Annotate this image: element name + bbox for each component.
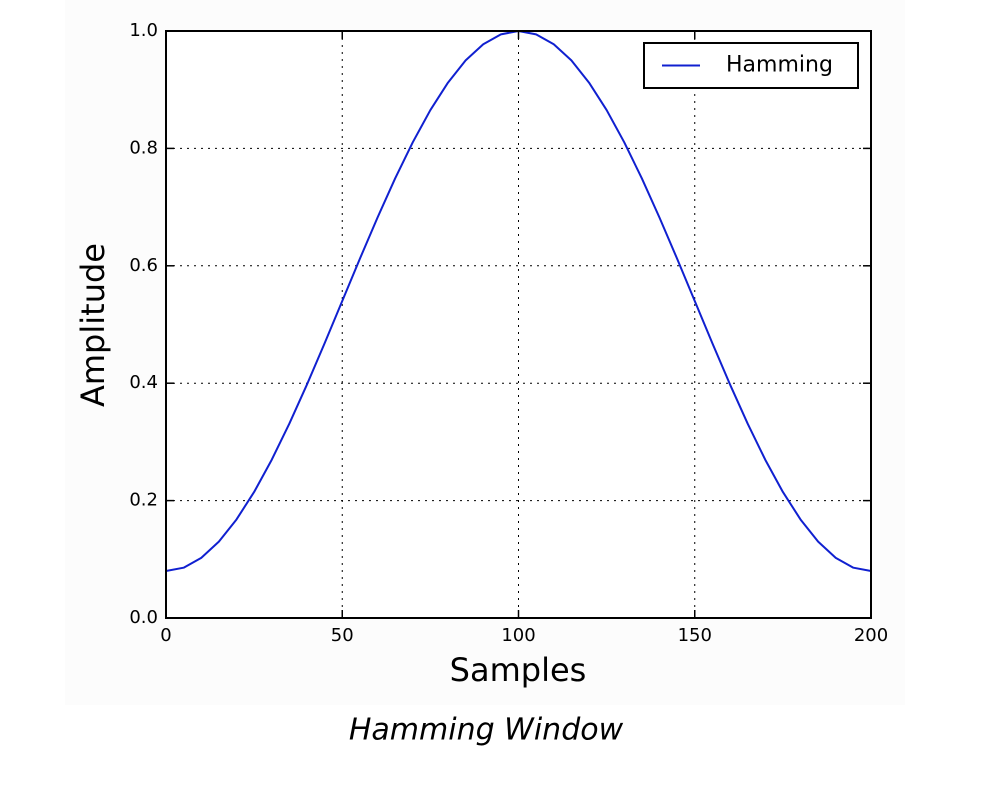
y-tick-label: 0.4 bbox=[129, 372, 158, 393]
plot-area bbox=[166, 31, 871, 618]
caption: Hamming Window bbox=[349, 713, 624, 748]
x-tick-label: 50 bbox=[331, 625, 354, 646]
y-tick-label: 0.2 bbox=[129, 490, 158, 511]
x-tick-label: 0 bbox=[160, 625, 171, 646]
y-tick-label: 1.0 bbox=[129, 20, 158, 41]
x-tick-label: 100 bbox=[501, 625, 535, 646]
x-tick-label: 200 bbox=[854, 625, 888, 646]
y-tick-label: 0.0 bbox=[129, 607, 158, 628]
x-tick-label: 150 bbox=[678, 625, 712, 646]
y-tick-label: 0.8 bbox=[129, 137, 158, 158]
y-axis-label: Amplitude bbox=[74, 243, 112, 407]
legend-label: Hamming bbox=[726, 53, 833, 78]
x-axis-label: Samples bbox=[450, 651, 587, 689]
y-tick-label: 0.6 bbox=[129, 255, 158, 276]
